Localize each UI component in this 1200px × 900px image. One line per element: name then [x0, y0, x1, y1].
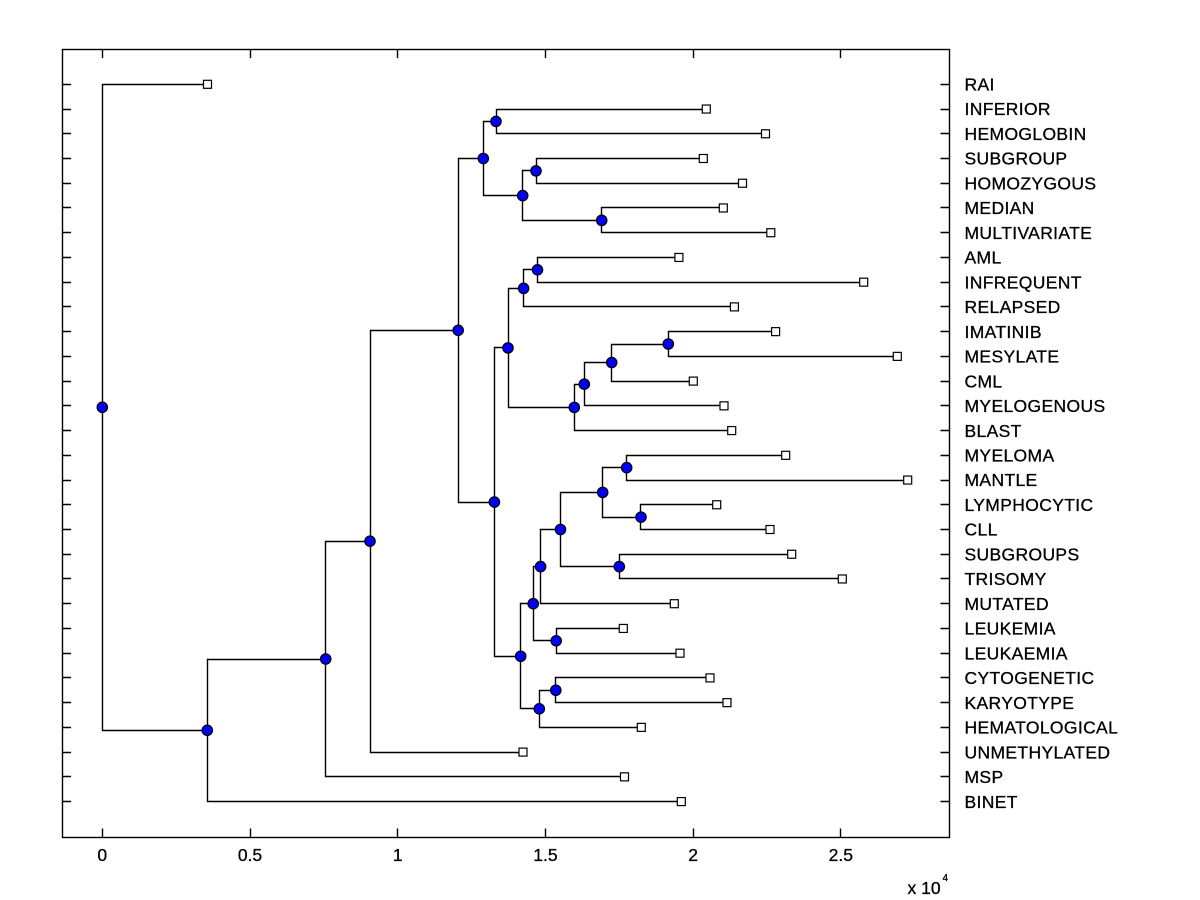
svg-text:SUBGROUP: SUBGROUP: [965, 149, 1068, 169]
svg-text:LEUKEMIA: LEUKEMIA: [965, 619, 1056, 639]
svg-text:CML: CML: [965, 371, 1003, 391]
svg-text:TRISOMY: TRISOMY: [965, 569, 1047, 589]
svg-text:CYTOGENETIC: CYTOGENETIC: [965, 668, 1095, 688]
svg-text:BLAST: BLAST: [965, 421, 1022, 441]
svg-text:LEUKAEMIA: LEUKAEMIA: [965, 643, 1068, 663]
svg-text:1: 1: [393, 845, 403, 865]
svg-text:LYMPHOCYTIC: LYMPHOCYTIC: [965, 495, 1094, 515]
svg-text:INFERIOR: INFERIOR: [965, 99, 1051, 119]
svg-text:SUBGROUPS: SUBGROUPS: [965, 544, 1080, 564]
svg-text:HEMATOLOGICAL: HEMATOLOGICAL: [965, 718, 1119, 738]
svg-text:MULTIVARIATE: MULTIVARIATE: [965, 223, 1093, 243]
svg-text:MYELOGENOUS: MYELOGENOUS: [965, 396, 1106, 416]
svg-text:MSP: MSP: [965, 767, 1004, 787]
svg-text:IMATINIB: IMATINIB: [965, 322, 1042, 342]
svg-text:1.5: 1.5: [533, 845, 557, 865]
svg-text:4: 4: [943, 873, 949, 884]
svg-text:MESYLATE: MESYLATE: [965, 347, 1060, 367]
svg-text:MEDIAN: MEDIAN: [965, 198, 1035, 218]
svg-text:BINET: BINET: [965, 792, 1018, 812]
svg-text:x 10: x 10: [908, 878, 941, 898]
svg-text:HEMOGLOBIN: HEMOGLOBIN: [965, 124, 1087, 144]
svg-text:KARYOTYPE: KARYOTYPE: [965, 693, 1075, 713]
svg-text:AML: AML: [965, 248, 1002, 268]
svg-text:CLL: CLL: [965, 520, 998, 540]
svg-text:UNMETHYLATED: UNMETHYLATED: [965, 742, 1111, 762]
svg-text:MANTLE: MANTLE: [965, 470, 1038, 490]
svg-text:HOMOZYGOUS: HOMOZYGOUS: [965, 173, 1097, 193]
svg-text:2.5: 2.5: [829, 845, 853, 865]
svg-text:RAI: RAI: [965, 75, 995, 95]
svg-text:0.5: 0.5: [238, 845, 262, 865]
svg-text:MUTATED: MUTATED: [965, 594, 1049, 614]
svg-text:MYELOMA: MYELOMA: [965, 446, 1055, 466]
svg-text:2: 2: [688, 845, 698, 865]
svg-text:INFREQUENT: INFREQUENT: [965, 272, 1082, 292]
svg-text:0: 0: [97, 845, 107, 865]
svg-text:RELAPSED: RELAPSED: [965, 297, 1061, 317]
